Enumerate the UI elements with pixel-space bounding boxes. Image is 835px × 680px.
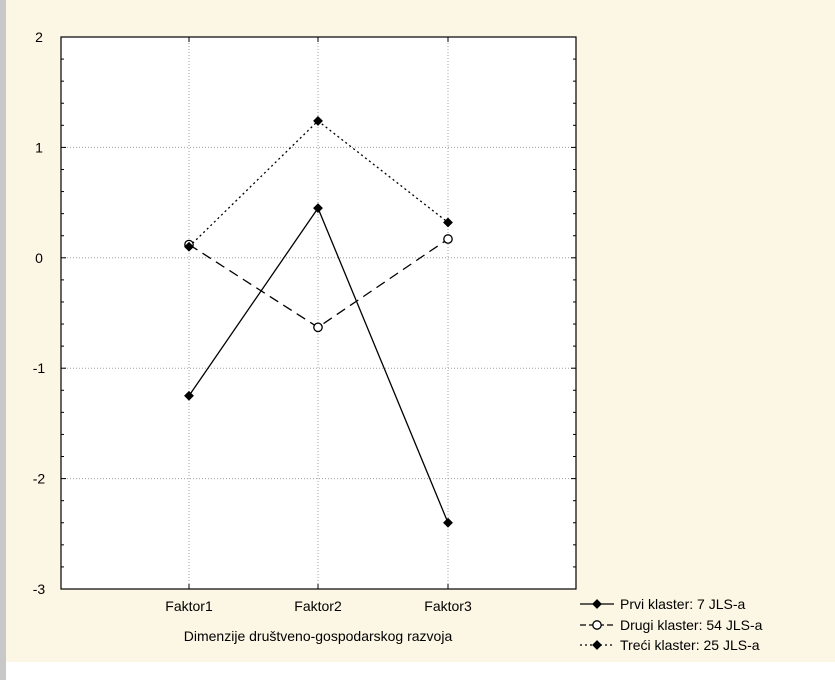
data-point (313, 203, 323, 214)
data-point (313, 322, 323, 333)
y-tick-label: 1 (35, 139, 43, 155)
y-tick-label: 2 (35, 29, 43, 45)
left-border-bar (0, 0, 6, 680)
legend-item: Drugi klaster: 54 JLS-a (580, 617, 763, 633)
legend: Prvi klaster: 7 JLS-a Drugi klaster: 54 J… (580, 596, 763, 653)
data-point (184, 390, 194, 401)
legend-item: Treći klaster: 25 JLS-a (580, 637, 760, 653)
y-tick-label: -2 (33, 471, 46, 487)
data-point (443, 217, 453, 228)
legend-marker (592, 640, 602, 650)
legend-marker (592, 599, 602, 609)
x-tick-label: Faktor1 (165, 598, 213, 614)
gridlines (61, 37, 576, 589)
x-axis-label: Dimenzije društveno-gospodarskog razvoja (184, 628, 453, 644)
legend-label: Prvi klaster: 7 JLS-a (620, 596, 745, 612)
series-group (184, 115, 453, 528)
series-2 (184, 234, 453, 333)
data-point (443, 234, 453, 244)
y-tick-label: -3 (33, 581, 46, 597)
x-tick-label: Faktor2 (294, 598, 342, 614)
series-3 (184, 115, 453, 252)
data-point (443, 517, 453, 528)
data-point (184, 241, 194, 252)
y-tick-label: 0 (35, 250, 43, 266)
legend-item: Prvi klaster: 7 JLS-a (580, 596, 745, 612)
x-axis: Faktor1 Faktor2 Faktor3 (165, 37, 472, 614)
legend-marker (592, 620, 602, 630)
x-tick-label: Faktor3 (424, 598, 472, 614)
y-tick-label: -1 (33, 360, 46, 376)
data-point (313, 115, 323, 126)
y-axis: 2 1 0 -1 -2 -3 (33, 29, 576, 597)
legend-label: Drugi klaster: 54 JLS-a (620, 617, 763, 633)
legend-label: Treći klaster: 25 JLS-a (620, 637, 760, 653)
series-1 (184, 203, 453, 528)
